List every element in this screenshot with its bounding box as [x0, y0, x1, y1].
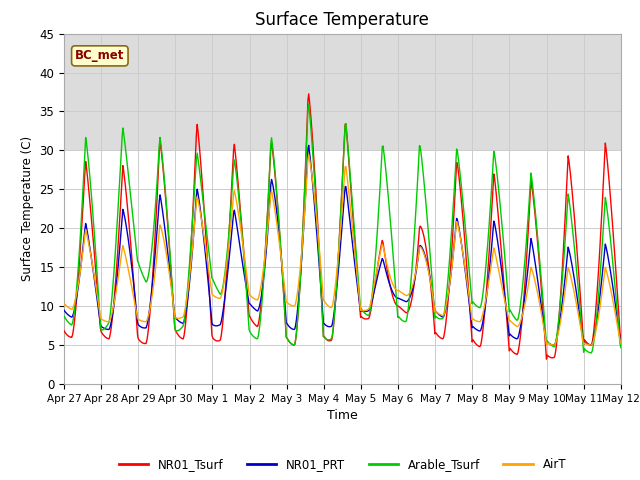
Title: Surface Temperature: Surface Temperature: [255, 11, 429, 29]
Text: BC_met: BC_met: [75, 49, 125, 62]
Bar: [64, 34, 621, 150]
X-axis label: Time: Time: [327, 409, 358, 422]
Y-axis label: Surface Temperature (C): Surface Temperature (C): [21, 136, 34, 281]
Legend: NR01_Tsurf, NR01_PRT, Arable_Tsurf, AirT: NR01_Tsurf, NR01_PRT, Arable_Tsurf, AirT: [114, 454, 571, 476]
